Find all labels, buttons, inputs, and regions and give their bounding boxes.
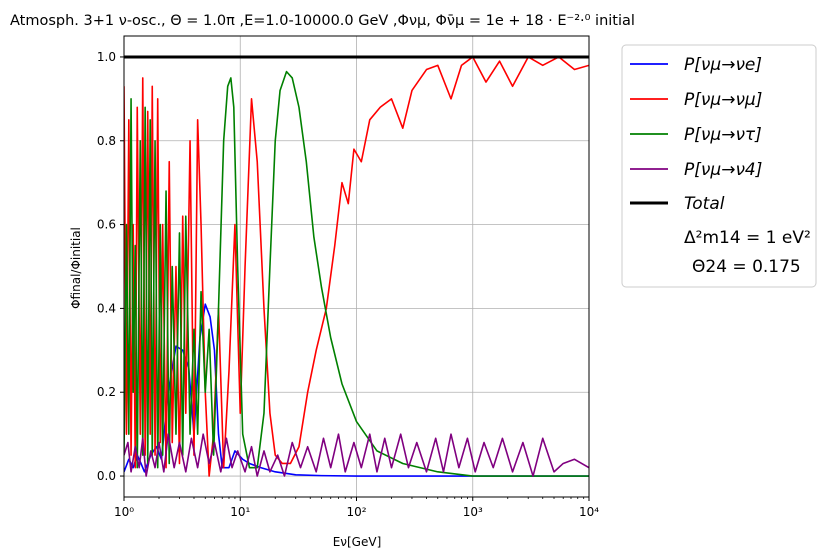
x-tick-label: 10¹ (230, 505, 250, 519)
series-group (124, 55, 589, 477)
y-tick-label: 0.6 (97, 218, 116, 232)
legend-note-theta: Θ24 = 0.175 (692, 257, 801, 277)
x-axis-ticks: 10⁰ 10¹ 10² 10³ 10⁴ (114, 497, 599, 519)
series-line-nu-tau (124, 70, 589, 477)
legend-box (621, 44, 817, 288)
legend: P[νμ→νe] P[νμ→νμ] P[νμ→ντ] P[νμ→ν4] Total Δ²… (621, 44, 817, 288)
series-line-nu-e (124, 303, 589, 477)
series-line-nu-4 (124, 433, 589, 477)
chart-title-text: Atmosph. 3+1 ν-osc., Θ = 1.0π ,E=1.0-100… (10, 13, 635, 29)
legend-label-nu-tau: P[νμ→ντ] (684, 125, 762, 145)
x-tick-label: 10² (346, 505, 366, 519)
legend-label-nu-e: P[νμ→νe] (684, 55, 762, 75)
legend-label-nu-4: P[νμ→ν4] (684, 160, 762, 180)
x-tick-label: 10⁴ (579, 505, 599, 519)
y-tick-label: 0.8 (97, 134, 116, 148)
legend-items: P[νμ→νe] P[νμ→νμ] P[νμ→ντ] P[νμ→ν4] Total (630, 55, 762, 214)
y-axis-ticks: 0.0 0.2 0.4 0.6 0.8 1.0 (97, 50, 124, 483)
legend-label-total: Total (684, 194, 725, 214)
x-tick-label: 10⁰ (114, 505, 134, 519)
x-tick-label: 10³ (463, 505, 483, 519)
legend-note-mass: Δ²m14 = 1 eV² (684, 228, 811, 248)
y-axis-label: Φfinal/Φinitial (69, 227, 83, 309)
legend-label-nu-mu: P[νμ→νμ] (684, 90, 762, 110)
plot-area: 10⁰ 10¹ 10² 10³ 10⁴ 0.0 0.2 0.4 0.6 0.8 1.0 (97, 35, 599, 519)
y-tick-label: 0.0 (97, 469, 116, 483)
y-tick-label: 1.0 (97, 50, 116, 64)
y-tick-label: 0.4 (97, 301, 116, 315)
series-line-nu-mu (124, 56, 589, 477)
x-axis-label: Eν[GeV] (333, 535, 382, 549)
chart-title: Atmosph. 3+1 ν-osc., Θ = 1.0π ,E=1.0-100… (10, 13, 635, 29)
y-tick-label: 0.2 (97, 385, 116, 399)
